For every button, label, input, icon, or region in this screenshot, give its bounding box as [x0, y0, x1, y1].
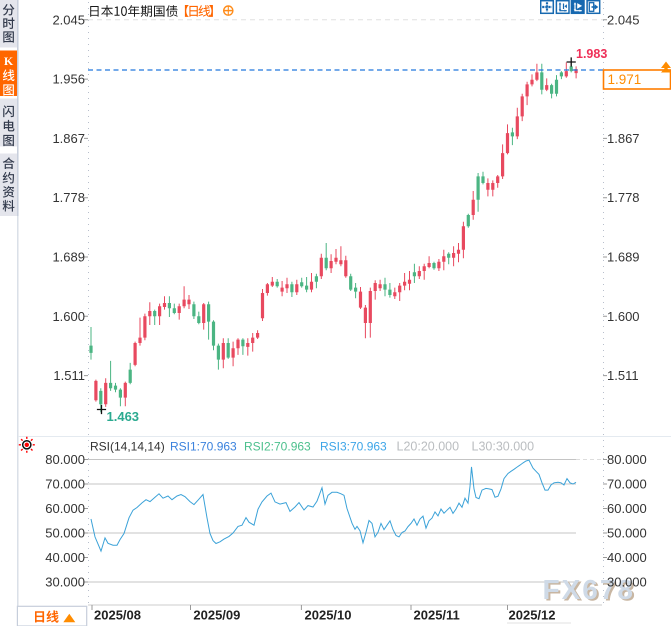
svg-text:FX678: FX678: [545, 576, 638, 607]
svg-text:80.000: 80.000: [607, 452, 647, 467]
svg-text:2025/08: 2025/08: [94, 608, 141, 623]
svg-text:60.000: 60.000: [45, 501, 85, 516]
svg-text:1.689: 1.689: [52, 250, 85, 265]
svg-text:1.600: 1.600: [607, 309, 640, 324]
svg-text:30.000: 30.000: [45, 575, 85, 590]
svg-text:1.956: 1.956: [52, 72, 85, 87]
svg-text:2.045: 2.045: [607, 12, 640, 27]
svg-text:1.867: 1.867: [52, 131, 85, 146]
svg-text:2025/09: 2025/09: [193, 608, 240, 623]
svg-text:1.689: 1.689: [607, 250, 640, 265]
svg-text:RSI2:70.963: RSI2:70.963: [244, 440, 311, 454]
svg-text:2025/10: 2025/10: [305, 608, 352, 623]
svg-text:L20:20.000: L20:20.000: [397, 440, 460, 454]
svg-text:RSI(14,14,14): RSI(14,14,14): [90, 440, 165, 454]
svg-text:1.983: 1.983: [576, 47, 607, 61]
svg-text:40.000: 40.000: [45, 550, 85, 565]
svg-text:40.000: 40.000: [607, 550, 647, 565]
svg-text:1.463: 1.463: [107, 409, 140, 424]
svg-text:50.000: 50.000: [607, 526, 647, 541]
svg-text:1.600: 1.600: [52, 309, 85, 324]
svg-text:1.778: 1.778: [607, 190, 640, 205]
svg-text:1.511: 1.511: [607, 368, 639, 383]
svg-text:70.000: 70.000: [607, 477, 647, 492]
svg-text:2025/11: 2025/11: [414, 608, 460, 623]
svg-text:2.045: 2.045: [52, 12, 85, 27]
svg-text:RSI3:70.963: RSI3:70.963: [320, 440, 387, 454]
svg-text:L30:30.000: L30:30.000: [472, 440, 535, 454]
svg-text:1.778: 1.778: [52, 190, 85, 205]
svg-text:50.000: 50.000: [45, 526, 85, 541]
svg-text:60.000: 60.000: [607, 501, 647, 516]
svg-text:K: K: [4, 54, 14, 68]
svg-text:FX678: FX678: [543, 574, 636, 605]
svg-text:1.511: 1.511: [53, 368, 85, 383]
svg-text:1.971: 1.971: [608, 72, 642, 87]
svg-text:2025/12: 2025/12: [509, 608, 556, 623]
svg-text:80.000: 80.000: [45, 452, 85, 467]
svg-text:70.000: 70.000: [45, 477, 85, 492]
svg-text:30.000: 30.000: [607, 575, 647, 590]
svg-text:RSI1:70.963: RSI1:70.963: [170, 440, 237, 454]
svg-text:1.867: 1.867: [607, 131, 640, 146]
